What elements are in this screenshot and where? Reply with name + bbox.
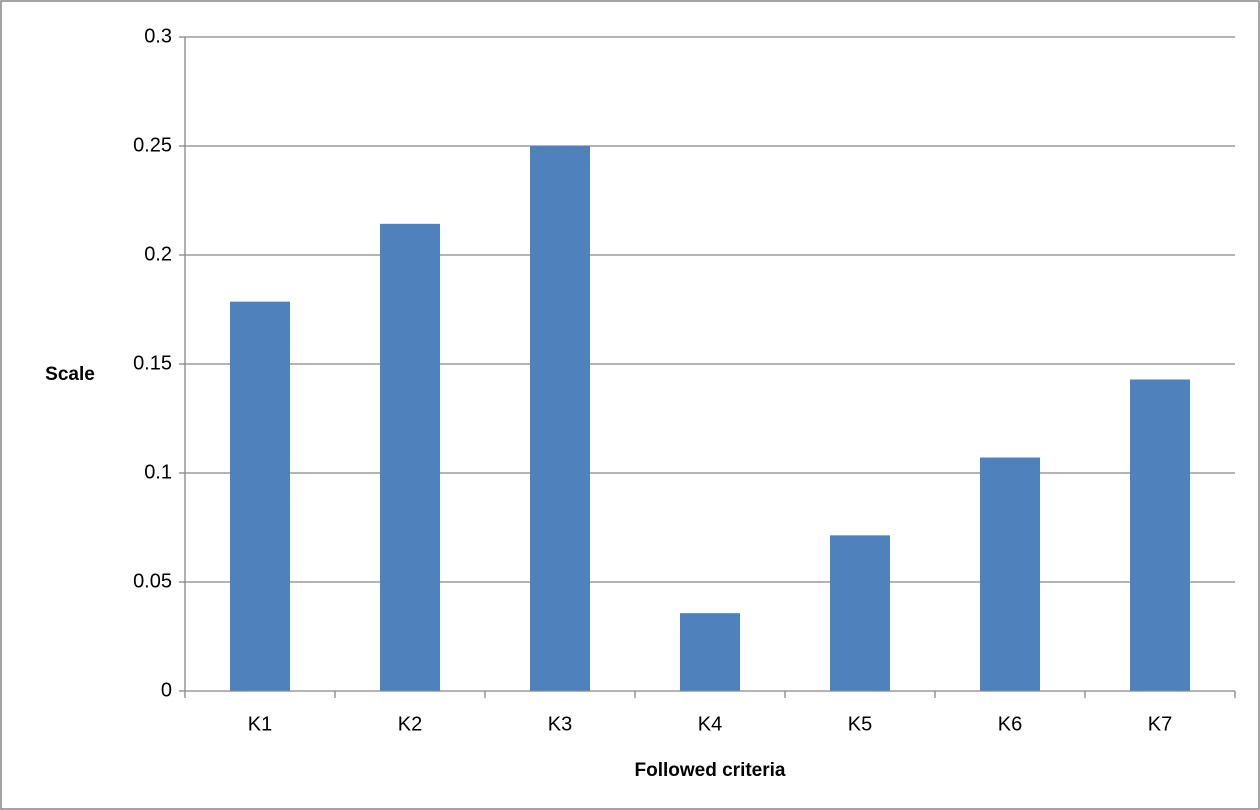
bar-k5 (830, 535, 890, 691)
bar-k7 (1130, 379, 1190, 691)
bar-k3 (530, 146, 590, 691)
x-tick-label: K4 (698, 713, 722, 735)
bars (230, 146, 1190, 692)
axes (179, 36, 1236, 698)
x-axis-title: Followed criteria (635, 760, 786, 781)
bar-k4 (680, 613, 740, 691)
y-tick-label: 0.05 (133, 570, 172, 592)
x-tick-labels: K1 K2 K3 K4 K5 K6 K7 (248, 713, 1172, 735)
y-tick-label: 0.15 (133, 352, 172, 374)
bar-k2 (380, 223, 440, 692)
x-tick-label: K5 (848, 713, 872, 735)
y-tick-label: 0.1 (144, 461, 172, 483)
bar-k1 (230, 301, 290, 691)
x-tick-label: K3 (548, 713, 572, 735)
x-tick-label: K6 (998, 713, 1022, 735)
y-tick-label: 0.2 (144, 243, 172, 265)
y-tick-label: 0.3 (144, 25, 172, 47)
gridlines (185, 36, 1235, 583)
y-tick-label: 0.25 (133, 134, 172, 156)
y-tick-labels: 0 0.05 0.1 0.15 0.2 0.25 0.3 (133, 25, 172, 701)
x-tick-label: K2 (398, 713, 422, 735)
x-tick-label: K1 (248, 713, 272, 735)
bar-k6 (980, 457, 1040, 691)
y-axis-title: Scale (45, 364, 95, 385)
y-tick-label: 0 (161, 679, 172, 701)
x-tick-label: K7 (1148, 713, 1172, 735)
